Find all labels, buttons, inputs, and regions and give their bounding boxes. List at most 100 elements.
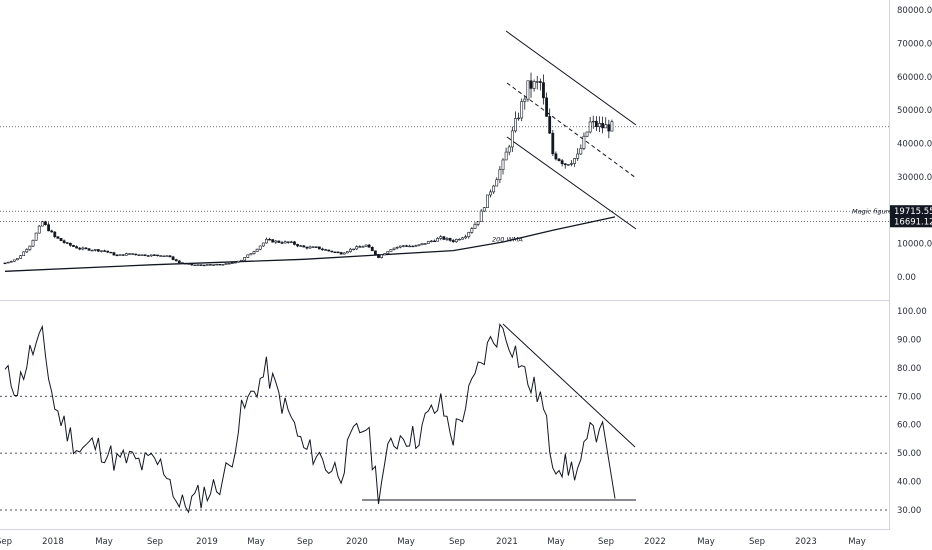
oscillator-axis[interactable]: 100.00 90.00 80.00 70.00 60.00 50.00 40.00 30.0…: [897, 307, 927, 516]
candle-body: [62, 240, 66, 243]
price-badge: [890, 215, 932, 228]
candle-body: [479, 210, 483, 223]
time-tick-label: May: [697, 537, 715, 547]
time-tick-label: 2019: [196, 537, 218, 547]
candle-body: [383, 253, 387, 256]
candle-body: [342, 252, 346, 255]
candle-body: [12, 259, 16, 262]
candle-body: [339, 252, 343, 255]
candle-body: [75, 246, 78, 249]
candle-body: [607, 124, 611, 132]
candle-body: [473, 224, 477, 229]
candle-body: [246, 254, 250, 258]
candle-body: [510, 130, 514, 148]
candle-body: [439, 236, 443, 239]
candle-body: [65, 242, 69, 244]
candle-body: [585, 131, 589, 137]
price-tick-label: 40000.00: [897, 140, 932, 150]
time-tick-label: May: [547, 537, 565, 547]
candle-body: [93, 249, 97, 251]
trendline-channel-top[interactable]: [505, 30, 637, 126]
oscillator-tick-label: 60.00: [897, 421, 921, 431]
candle-body: [566, 164, 570, 166]
candle-body: [501, 159, 505, 171]
candle-body: [308, 246, 312, 249]
candle-body: [430, 240, 433, 243]
candle-body: [451, 240, 455, 243]
time-axis[interactable]: Sep 2018 May Sep 2019 May Sep 2020 May Sep 2021 May…: [0, 537, 866, 547]
oscillator-tick-label: 70.00: [897, 392, 921, 402]
candle-body: [9, 260, 13, 263]
candle-body: [560, 160, 564, 165]
candle-body: [436, 238, 440, 242]
candle-body: [209, 264, 212, 266]
candle-body: [330, 250, 334, 253]
candle-body: [224, 263, 228, 265]
price-tick-label: 80000.00: [897, 6, 932, 16]
candle-body: [212, 264, 215, 266]
trendline-channel-mid[interactable]: [506, 82, 637, 179]
candle-body: [408, 245, 412, 248]
candle-body: [22, 251, 26, 257]
candle-body: [96, 249, 100, 252]
candle-body: [461, 237, 464, 240]
candle-body: [538, 81, 542, 83]
candle-body: [159, 255, 163, 257]
candle-body: [103, 250, 107, 252]
candle-body: [529, 80, 533, 89]
candle-body: [517, 117, 520, 120]
price-tick-label: 50000.00: [897, 106, 932, 116]
candle-body: [302, 245, 306, 248]
candle-body: [411, 245, 415, 248]
oscillator-tick-label: 40.00: [897, 478, 921, 488]
price-axis[interactable]: 80000.00 70000.00 60000.00 50000.00 40000.00…: [890, 6, 932, 283]
price-tick-label: 70000.00: [897, 39, 932, 49]
candle-body: [84, 247, 88, 250]
candle-body: [420, 243, 424, 246]
candle-body: [34, 232, 38, 241]
price-pane[interactable]: Magic figure 200 WMA: [0, 30, 892, 272]
candle-body: [392, 247, 396, 250]
candle-body: [317, 246, 321, 250]
candle-body: [237, 260, 240, 263]
candle-body: [171, 256, 175, 260]
candle-body: [289, 241, 293, 243]
candle-body: [283, 241, 287, 244]
candle-body: [131, 253, 135, 255]
candle-body: [395, 246, 399, 249]
oscillator-pane[interactable]: [0, 323, 889, 514]
candle-body: [507, 146, 511, 153]
candle-body: [56, 236, 60, 239]
candle-body: [554, 153, 558, 160]
candle-body: [514, 118, 517, 132]
time-tick-label: 2020: [346, 537, 368, 547]
candle-body: [417, 244, 421, 246]
time-tick-label: 2022: [644, 537, 666, 547]
candle-body: [486, 194, 489, 208]
candle-body: [156, 254, 159, 257]
candle-body: [255, 248, 259, 252]
candle-body: [358, 246, 362, 248]
candle-body: [314, 246, 318, 248]
candle-body: [81, 247, 85, 250]
price-badge-label: 16691.12: [894, 217, 932, 227]
candle-body: [258, 245, 262, 250]
candle-body: [380, 254, 384, 258]
candle-body: [252, 251, 256, 254]
trendline-channel-bottom[interactable]: [506, 136, 637, 230]
oscillator-trendline[interactable]: [502, 323, 636, 448]
oscillator-tick-label: 100.00: [897, 307, 927, 317]
candle-body: [588, 121, 592, 133]
candle-body: [405, 245, 408, 247]
candle-body: [370, 247, 374, 252]
candle-body: [604, 124, 608, 129]
candle-body: [336, 251, 340, 254]
candle-body: [367, 244, 371, 248]
time-tick-label: Sep: [598, 537, 614, 547]
oscillator-tick-label: 30.00: [897, 506, 921, 516]
candle-body: [542, 82, 545, 99]
candle-body: [124, 253, 128, 256]
candle-body: [526, 80, 530, 100]
price-tick-label: 60000.00: [897, 73, 932, 83]
